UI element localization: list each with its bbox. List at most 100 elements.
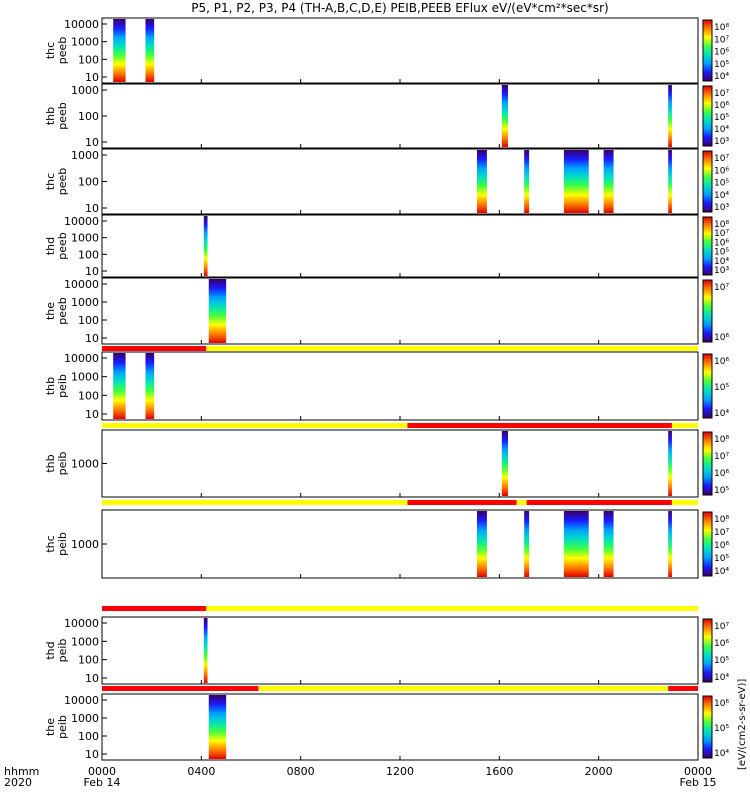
colorbar-tick-label: 10⁴: [714, 257, 729, 267]
quality-flag-bar: [516, 500, 527, 505]
spectrogram-burst: [145, 19, 155, 82]
time-axis-label: hhmm 2020: [4, 766, 39, 788]
quality-flag-bar: [668, 686, 698, 691]
panel-3: 10 100 1000 thc peeb 10³ 10⁴ 10⁵ 10⁶ 10⁷: [44, 148, 729, 215]
y-tick-label: 100: [78, 314, 99, 327]
spectrogram-burst: [113, 19, 126, 82]
colorbar-tick-label: 10⁵: [714, 179, 729, 189]
colorbar-tick-label: 10⁵: [714, 554, 729, 564]
colorbar: [702, 85, 713, 147]
colorbar-tick-label: 10⁶: [714, 639, 729, 649]
spectrogram-burst: [208, 695, 227, 759]
panel-frame: [101, 693, 699, 761]
y-tick-label: 10: [85, 408, 99, 421]
y-axis-label: the: [44, 302, 57, 320]
y-tick-label: 100: [78, 110, 99, 123]
y-tick-label: 1000: [71, 712, 99, 725]
colorbar-tick-label: 10⁷: [714, 528, 729, 538]
panel-2: 10 100 1000 thb peeb 10³ 10⁴ 10⁵ 10⁶ 10⁷: [44, 83, 729, 149]
spectrogram-burst: [113, 353, 126, 419]
colorbar-tick-label: 10⁷: [714, 622, 729, 632]
colorbar-tick-label: 10⁷: [714, 283, 729, 293]
y-tick-label: 1000: [71, 458, 99, 471]
panel-frame: [101, 83, 699, 149]
colorbar-tick-label: 10⁸: [714, 435, 729, 445]
spectrogram-burst: [476, 511, 487, 577]
time-axis-year: 2020: [4, 776, 32, 789]
x-tick-time: 1600: [485, 765, 514, 778]
colorbar-tick-label: 10⁷: [714, 154, 729, 164]
y-axis-label: peeb: [56, 168, 69, 196]
time-axis-unit: hhmm: [4, 765, 40, 778]
colorbar-tick-label: 10⁴: [714, 72, 729, 82]
y-axis-label: peib: [56, 532, 69, 556]
y-tick-label: 1000: [71, 232, 99, 245]
colorbar-tick-label: 10⁴: [714, 409, 729, 419]
colorbar-tick-label: 10⁸: [714, 515, 729, 525]
y-axis-label: thb: [44, 107, 57, 125]
quality-flag-bar: [258, 686, 669, 691]
panel-frame: [101, 616, 699, 685]
y-tick-label: 10: [85, 748, 99, 761]
panel-10: 10 100 1000 10000 the peib 10⁴ 10⁵ 10⁶: [44, 693, 729, 761]
colorbar-tick-label: 10⁴: [714, 125, 729, 135]
x-tick-label: 0000 Feb 14: [84, 766, 121, 788]
x-tick-time: 0800: [286, 765, 315, 778]
y-tick-label: 100: [78, 176, 99, 189]
x-tick-label: 0800: [287, 766, 315, 777]
spectrogram-burst: [524, 511, 530, 577]
panel-9: 10 100 1000 10000 thd peib 10⁴ 10⁵ 10⁶ 10⁷: [44, 616, 729, 691]
colorbar: [702, 511, 713, 577]
colorbar: [702, 431, 713, 496]
spectrogram-burst: [603, 511, 614, 577]
panel-1: 10 100 1000 10000 thc peeb 10⁴ 10⁵ 10⁶ 10⁷ 10⁸: [44, 17, 729, 84]
x-tick-time: 0000: [87, 765, 116, 778]
y-axis-label: thc: [44, 173, 57, 190]
y-axis-label: peib: [56, 639, 69, 663]
quality-flag-bar: [206, 346, 699, 351]
colorbar-unit-label: [eV/(cm2-s-sr-eV)]: [737, 678, 748, 770]
colorbar-tick-label: 10⁶: [714, 699, 729, 709]
y-tick-label: 10: [85, 332, 99, 345]
y-tick-label: 1000: [71, 296, 99, 309]
y-tick-label: 10000: [64, 617, 99, 630]
y-tick-label: 10: [85, 202, 99, 215]
colorbar-tick-label: 10⁶: [714, 541, 729, 551]
x-tick-label: 1200: [386, 766, 414, 777]
spectrogram-burst: [668, 431, 672, 496]
y-axis-label: peeb: [56, 102, 69, 130]
colorbar-tick-label: 10⁴: [714, 191, 729, 201]
colorbar-tick-label: 10⁷: [714, 89, 729, 99]
panel-frame: [101, 214, 699, 278]
spectrogram-burst: [668, 150, 672, 213]
colorbar-tick-label: 10⁵: [714, 60, 729, 70]
colorbar: [702, 618, 713, 683]
y-axis-label: thd: [44, 641, 57, 659]
panel-frame: [101, 429, 699, 498]
colorbar-tick-label: 10⁶: [714, 357, 729, 367]
panel-5: 10 100 1000 10000 the peeb 10⁶ 10⁷: [44, 277, 729, 351]
colorbar-tick-label: 10³: [714, 137, 729, 147]
colorbar-tick-label: 10⁸: [714, 220, 729, 230]
x-tick-time: 0400: [187, 765, 216, 778]
colorbar-tick-label: 10⁵: [714, 724, 729, 734]
y-tick-label: 10: [85, 136, 99, 149]
y-tick-label: 100: [78, 248, 99, 261]
quality-flag-bar: [102, 606, 207, 611]
y-tick-label: 10: [85, 71, 99, 84]
colorbar: [702, 19, 713, 82]
panel-7: 1000 thb peib 10⁵ 10⁶ 10⁷ 10⁸: [44, 429, 729, 505]
y-axis-label: thb: [44, 377, 57, 395]
y-tick-label: 10000: [64, 278, 99, 291]
colorbar-tick-label: 10⁶: [714, 469, 729, 479]
spectrogram-burst: [563, 511, 589, 577]
colorbar: [702, 216, 713, 276]
spectrogram-burst: [203, 618, 208, 683]
y-tick-label: 1000: [71, 371, 99, 384]
colorbar-tick-label: 10⁶: [714, 101, 729, 111]
y-axis-label: thc: [44, 535, 57, 552]
colorbar-tick-label: 10⁶: [714, 238, 729, 248]
spectrogram-burst: [145, 353, 155, 419]
y-tick-label: 1000: [71, 36, 99, 49]
